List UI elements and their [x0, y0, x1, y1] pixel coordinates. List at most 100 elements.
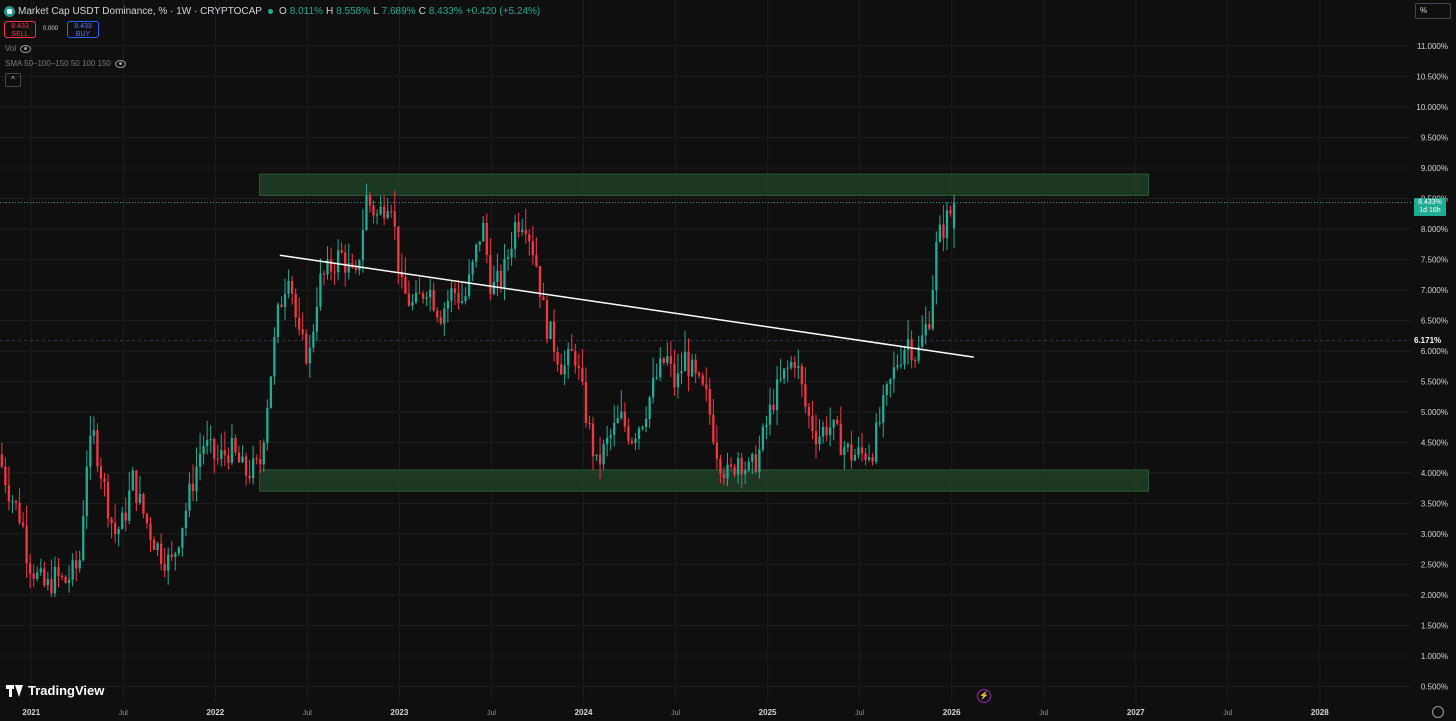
candle-body [609, 434, 612, 438]
high-key: H [325, 5, 334, 17]
volume-indicator[interactable]: Vol [5, 44, 32, 53]
candle-body [694, 359, 697, 374]
candle-body [347, 263, 350, 273]
candle-body [439, 317, 442, 324]
candle-body [779, 378, 782, 380]
tradingview-wordmark: TradingView [28, 683, 105, 698]
candle-body [503, 258, 506, 288]
candle-body [244, 456, 248, 476]
candle-body [450, 288, 453, 301]
x-tick-label: 2027 [1127, 708, 1145, 717]
candle-body [715, 442, 719, 460]
low-key: L [373, 5, 379, 17]
candle-body [818, 436, 821, 445]
crosshair-price-label: 6.171% [1414, 336, 1442, 345]
x-tick-label: Jul [303, 710, 312, 717]
candle-body [336, 250, 340, 273]
candle-body [581, 368, 584, 382]
candle-body [790, 361, 793, 368]
x-tick-label: Jul [1223, 710, 1232, 717]
candle-body [103, 478, 106, 482]
candle-body [513, 222, 517, 249]
tradingview-logo[interactable]: TradingView [6, 683, 104, 698]
candle-body [457, 293, 460, 303]
close-value: 8.433% [428, 5, 463, 17]
x-tick-label: 2022 [206, 708, 224, 717]
candle-body [744, 470, 747, 474]
candle-body [372, 205, 375, 216]
candle-body [464, 296, 467, 302]
support-zone [259, 469, 1150, 492]
candle-body [39, 568, 42, 573]
candle-body [301, 329, 304, 334]
x-tick-label: Jul [671, 710, 680, 717]
candle-body [407, 293, 411, 306]
candle-body [765, 424, 768, 427]
buy-price: 8.433 [74, 23, 92, 30]
candle-body [729, 464, 733, 467]
eye-icon[interactable] [114, 59, 126, 68]
candle-body [482, 222, 485, 242]
candle-body [14, 501, 18, 503]
symbol-header: Market Cap USDT Dominance, % · 1W · CRYP… [4, 4, 540, 18]
candle-body [846, 444, 850, 448]
candle-body [60, 575, 64, 577]
candle-body [800, 366, 803, 385]
y-tick-label: 10.500% [1416, 73, 1448, 82]
candle-body [627, 426, 630, 441]
candle-body [528, 234, 531, 242]
candle-body [230, 437, 234, 463]
candle-body [701, 375, 704, 385]
candle-body [397, 226, 400, 272]
candle-body [652, 377, 655, 398]
candle-body [899, 364, 903, 366]
candle-body [46, 579, 50, 586]
candle-body [860, 447, 864, 454]
candle-body [821, 426, 825, 437]
lightning-icon[interactable]: ⚡ [977, 689, 991, 703]
candle-body [365, 195, 368, 231]
sell-button[interactable]: 8.433 SELL [4, 21, 36, 38]
collapse-legend-button[interactable]: ^ [5, 73, 21, 87]
candle-body [322, 273, 326, 275]
candle-body [4, 466, 7, 486]
candle-body [531, 241, 534, 256]
candle-body [680, 371, 683, 374]
scale-mode-button[interactable]: % [1415, 3, 1451, 19]
candle-body [71, 560, 74, 580]
last-price-label: 8.433% 1d 16h [1414, 198, 1446, 216]
candle-body [733, 466, 736, 475]
gear-icon[interactable] [1432, 706, 1444, 718]
trendline [279, 254, 974, 358]
candle-body [315, 306, 319, 332]
candle-body [616, 418, 619, 424]
candle-body [96, 430, 99, 467]
candle-body [719, 459, 722, 474]
candle-body [308, 347, 311, 364]
candle-body [896, 365, 899, 368]
candle-body [683, 351, 687, 372]
eye-icon[interactable] [20, 44, 32, 53]
sma-indicator[interactable]: SMA 50–100–150 50 100 150 [5, 59, 126, 68]
candle-body [418, 292, 421, 294]
candle-body [255, 458, 258, 460]
candle-body [188, 483, 191, 511]
candle-body [198, 453, 202, 467]
market-status-icon[interactable] [267, 8, 273, 14]
candle-body [496, 270, 499, 282]
candle-body [867, 457, 871, 460]
candle-body [393, 211, 396, 227]
candle-body [506, 257, 510, 259]
candle-body [121, 512, 124, 530]
candle-body [262, 442, 265, 465]
candle-body [588, 423, 591, 425]
y-tick-label: 10.000% [1416, 103, 1448, 112]
sma-label: SMA 50–100–150 50 100 150 [5, 59, 111, 68]
candle-body [319, 273, 322, 307]
candle-body [620, 411, 623, 419]
buy-button[interactable]: 8.433 BUY [67, 21, 99, 38]
candle-body [358, 260, 361, 270]
y-tick-label: 11.000% [1417, 42, 1448, 51]
symbol-title[interactable]: Market Cap USDT Dominance, % · 1W · CRYP… [18, 5, 262, 17]
